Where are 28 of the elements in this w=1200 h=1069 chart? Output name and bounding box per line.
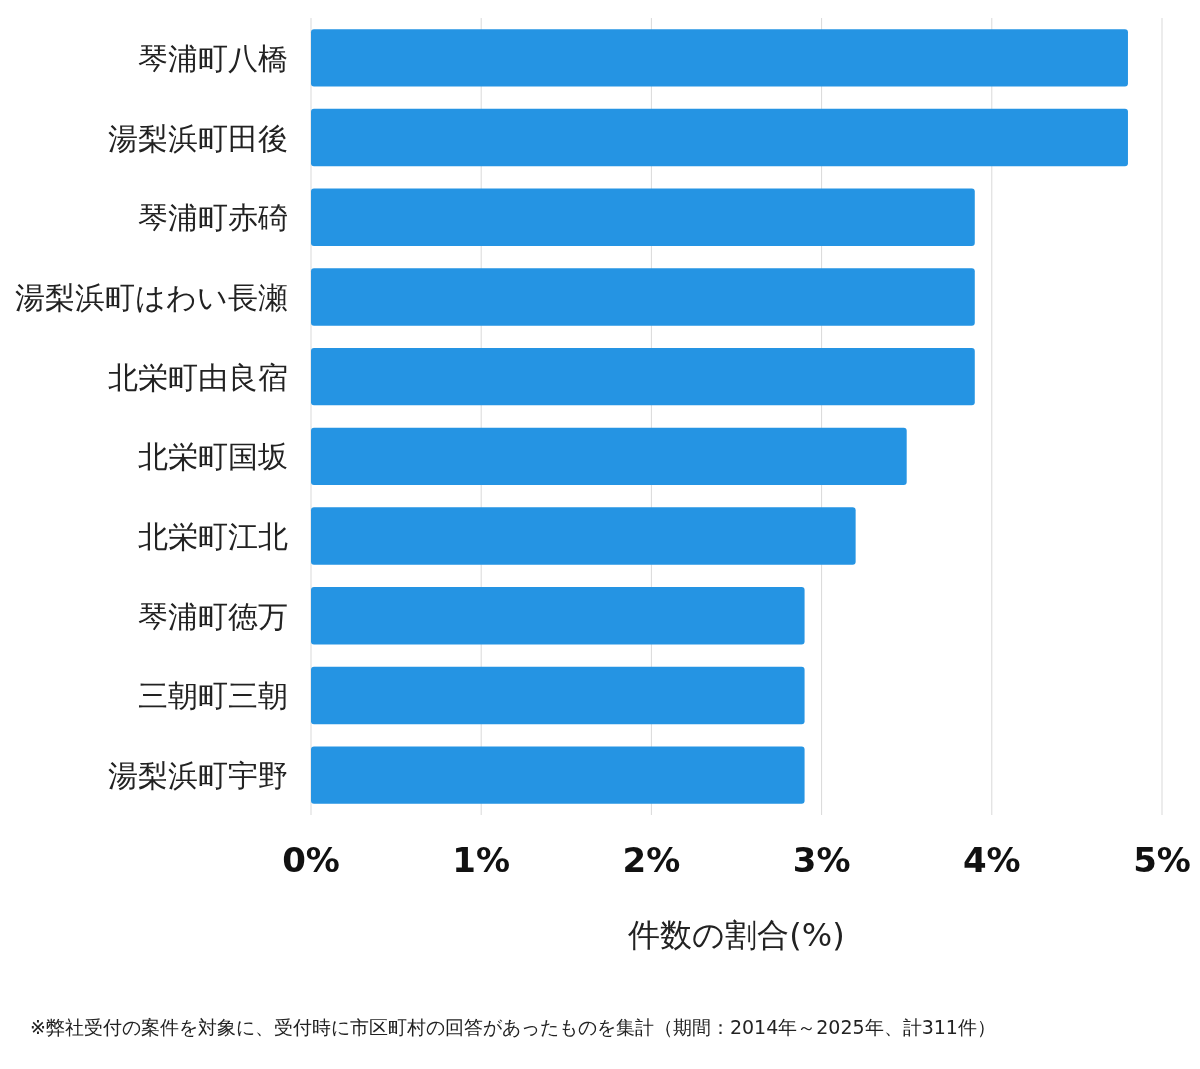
- bar: [311, 587, 805, 645]
- y-tick-label: 三朝町三朝: [138, 678, 288, 714]
- x-axis-title: 件数の割合(%): [628, 916, 845, 954]
- bar: [311, 746, 805, 804]
- bar: [311, 108, 1128, 167]
- y-tick-label: 北栄町国坂: [138, 439, 288, 475]
- x-tick-label: 3%: [792, 840, 851, 880]
- x-tick-label: 0%: [282, 840, 340, 880]
- y-tick-label: 湯梨浜町宇野: [108, 758, 288, 794]
- y-tick-label: 湯梨浜町はわい長瀬: [15, 279, 288, 315]
- bar: [311, 188, 975, 246]
- bar: [311, 29, 1128, 87]
- bar: [311, 507, 856, 565]
- bar: [311, 666, 805, 725]
- y-tick-label: 湯梨浜町田後: [108, 120, 288, 156]
- text: ※弊社受付の案件を対象に、受付時に市区町村の回答があったものを集計（期間：2014年～2025年、計311件）: [30, 1016, 996, 1038]
- y-tick-label: 北栄町江北: [138, 519, 288, 555]
- x-tick-label: 4%: [962, 840, 1021, 880]
- bar: [311, 347, 975, 406]
- y-tick-label: 琴浦町八橋: [138, 40, 288, 76]
- y-tick-label: 琴浦町赤碕: [138, 200, 288, 236]
- bar: [311, 268, 975, 326]
- x-tick-label: 2%: [622, 840, 681, 880]
- y-tick-label: 琴浦町徳万: [138, 598, 288, 634]
- x-tick-label: 1%: [452, 840, 511, 880]
- y-tick-label: 北栄町由良宿: [108, 359, 288, 395]
- bar: [311, 427, 907, 486]
- x-tick-label: 5%: [1133, 840, 1191, 880]
